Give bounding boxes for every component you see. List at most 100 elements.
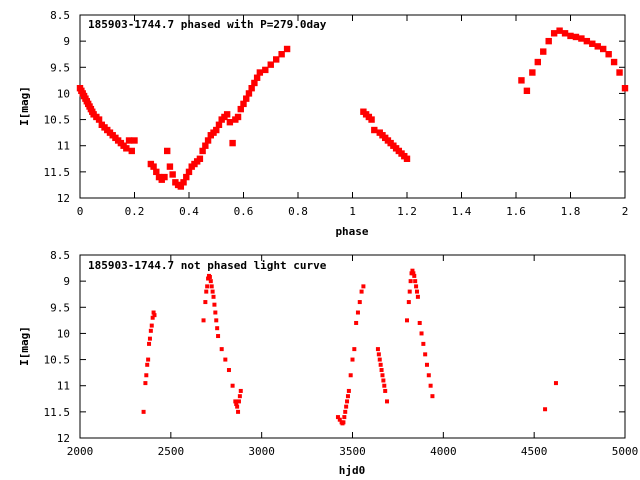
data-point (594, 43, 601, 50)
data-point (236, 409, 241, 414)
data-point (344, 404, 349, 409)
data-point (426, 373, 431, 378)
data-point (403, 155, 411, 162)
data-point (164, 147, 171, 155)
data-point (123, 145, 130, 152)
x-tick-label: 0.6 (234, 205, 254, 218)
data-point (553, 381, 558, 386)
x-tick-label: 4000 (430, 445, 457, 458)
y-tick-label: 10.5 (44, 354, 71, 367)
data-point (567, 32, 574, 40)
data-point (148, 328, 153, 333)
data-point (177, 183, 185, 190)
y-axis-ticks: 8.5 9 9.5 10 10.5 11 11.5 12 (44, 249, 625, 445)
x-tick-label: 2000 (67, 445, 94, 458)
x-tick-label: 4500 (521, 445, 548, 458)
data-point (152, 313, 157, 318)
data-point (381, 378, 386, 383)
x-tick-label: 1.6 (506, 205, 526, 218)
data-point (146, 357, 151, 362)
data-point (150, 163, 157, 170)
data-point (202, 142, 209, 149)
data-point (361, 284, 366, 289)
data-point (203, 300, 208, 305)
data-point (209, 284, 214, 289)
data-point (196, 155, 204, 162)
y-tick-label: 8.5 (50, 9, 70, 22)
data-point (414, 289, 419, 294)
data-point (543, 407, 548, 412)
y-tick-label: 12 (57, 432, 70, 445)
data-point (204, 289, 209, 294)
chart-title: 185903-1744.7 not phased light curve (88, 259, 327, 272)
x-axis-label: hjd0 (339, 464, 366, 477)
data-point (215, 326, 220, 331)
data-point (238, 388, 243, 393)
data-point (342, 415, 347, 420)
y-tick-label: 10 (57, 87, 70, 100)
data-point (583, 37, 591, 45)
data-point (376, 352, 381, 357)
data-point (343, 409, 348, 414)
data-point (385, 399, 390, 404)
data-point (423, 352, 428, 357)
data-point (283, 45, 291, 53)
data-point (578, 35, 585, 42)
data-point (226, 118, 234, 126)
x-tick-label: 0.8 (288, 205, 308, 218)
data-point (219, 347, 224, 352)
data-point (355, 310, 360, 315)
data-point (359, 289, 364, 294)
plot-frame (79, 14, 626, 199)
data-point (229, 139, 236, 147)
data-point (141, 409, 146, 414)
x-tick-label: 1.2 (397, 205, 417, 218)
data-point (346, 388, 351, 393)
data-point (234, 113, 242, 121)
y-tick-label: 9.5 (50, 301, 70, 314)
data-point (211, 294, 216, 299)
data-point (128, 147, 135, 155)
data-point (237, 105, 244, 113)
data-point (561, 30, 569, 37)
data-point (352, 347, 357, 352)
phased-light-curve-panel: 8.5 9 9.5 10 10.5 11 11.5 12 0 0.2 0.4 0.6 0.8 1 1.2 1… (18, 9, 628, 238)
data-point (273, 56, 280, 63)
x-tick-label: 1.4 (452, 205, 472, 218)
unphased-light-curve-panel: 8.5 9 9.5 10 10.5 11 11.5 12 2000 2500 3000 3500 40… (18, 249, 638, 477)
data-point (378, 362, 383, 367)
data-point (383, 388, 388, 393)
y-tick-label: 9.5 (50, 61, 70, 74)
data-point (223, 357, 228, 362)
y-axis-ticks: 8.5 9 9.5 10 10.5 11 11.5 12 (44, 9, 625, 205)
y-axis-label: I[mag] (18, 86, 31, 126)
y-tick-label: 11.5 (44, 166, 71, 179)
data-point (237, 394, 242, 399)
data-point (419, 331, 424, 336)
y-tick-label: 10 (57, 327, 70, 340)
data-point (545, 37, 552, 45)
data-point (335, 415, 340, 420)
data-point (216, 334, 221, 339)
data-point (337, 417, 342, 422)
data-point (414, 284, 419, 289)
data-point (151, 310, 156, 315)
data-point (201, 318, 206, 323)
data-point (534, 58, 541, 66)
y-tick-label: 8.5 (50, 249, 70, 262)
data-point (540, 48, 547, 55)
data-point (153, 168, 160, 176)
data-point (413, 279, 418, 284)
x-tick-label: 5000 (612, 445, 639, 458)
y-axis-label: I[mag] (18, 326, 31, 366)
x-tick-label: 3500 (339, 445, 366, 458)
data-point (408, 279, 413, 284)
data-point (208, 279, 213, 284)
data-point (371, 126, 378, 134)
data-point (199, 147, 206, 155)
data-point (205, 284, 210, 289)
data-point (380, 373, 385, 378)
data-point (550, 30, 558, 37)
data-point (345, 399, 350, 404)
